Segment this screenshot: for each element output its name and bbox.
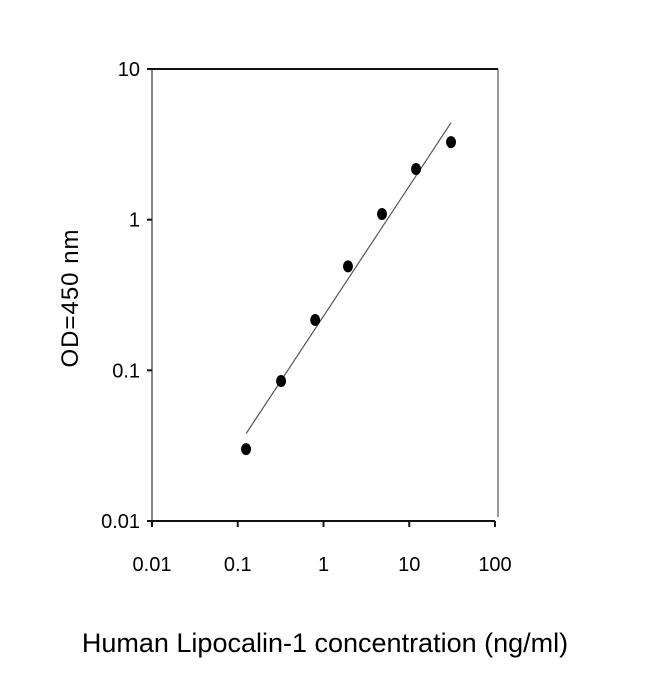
y-tick-label: 1 [129, 210, 140, 232]
y-axis-title: OD=450 nm [57, 228, 84, 367]
data-point [310, 313, 321, 326]
y-tick-label: 10 [118, 59, 140, 81]
x-tick-label: 0.01 [133, 554, 172, 576]
x-tick-label: 100 [478, 554, 511, 576]
data-point [241, 443, 252, 456]
x-axis-title: Human Lipocalin-1 concentration (ng/ml) [82, 628, 568, 658]
data-point [411, 162, 422, 175]
x-tick-label: 10 [398, 554, 420, 576]
x-axis-ticks: 0.01 0.1 1 10 100 [133, 521, 512, 576]
x-tick-label: 1 [318, 554, 329, 576]
x-tick-label: 0.1 [224, 554, 252, 576]
data-point [446, 136, 457, 149]
y-axis-ticks: 0.01 0.1 1 10 [101, 59, 152, 533]
y-tick-label: 0.01 [101, 511, 140, 533]
y-tick-label: 0.1 [112, 360, 140, 382]
data-point [342, 260, 353, 273]
data-points [241, 136, 457, 456]
plot-frame [148, 68, 499, 522]
data-point [376, 208, 387, 221]
data-point [276, 374, 287, 387]
